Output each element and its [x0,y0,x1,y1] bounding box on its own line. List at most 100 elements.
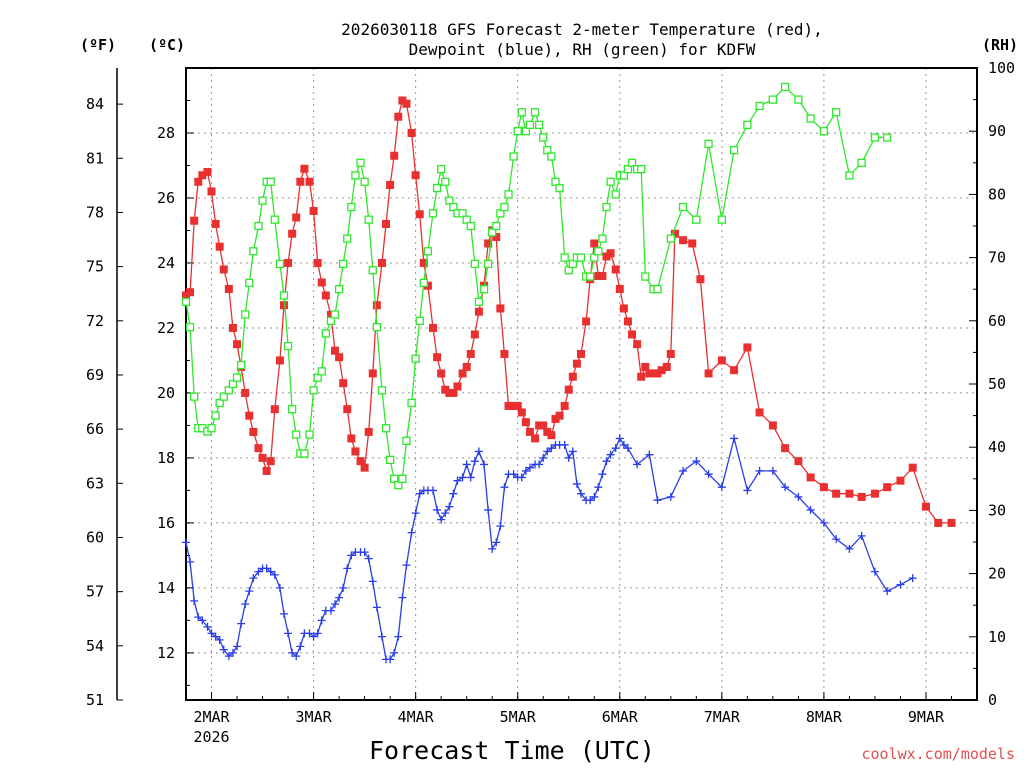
relative-humidity-point [381,424,391,433]
temperature-point [198,171,207,180]
temperature-point [321,291,330,300]
celsius-tick-label: 16 [157,514,175,532]
temperature-point [582,317,591,326]
relative-humidity-point [309,386,318,395]
dewpoint-point [615,434,624,443]
fahrenheit-tick-label: 81 [86,149,104,167]
dewpoint-point [284,629,293,638]
relative-humidity-point [627,158,637,167]
dewpoint-point [500,483,509,492]
dewpoint-point [241,600,250,609]
temperature-point [394,112,403,121]
relative-humidity-point [611,190,620,199]
rh-tick-label: 80 [988,185,1006,203]
relative-humidity-point [641,272,650,281]
dewpoint-point [398,593,407,602]
relative-humidity-point [190,392,199,401]
rh-tick-label: 60 [988,312,1006,330]
temperature-point [428,323,437,332]
dewpoint-point [819,518,828,527]
x-tick-label: 4MAR [398,708,435,726]
dewpoint-point [598,470,607,479]
relative-humidity-point [279,291,289,300]
temperature-point [233,340,242,349]
temperature-point [755,408,764,417]
relative-humidity-point [594,247,603,256]
dewpoint-point [386,655,395,664]
relative-humidity-point [678,202,688,212]
temperature-point [623,317,632,326]
dewpoint-point [343,564,352,573]
temperature-point [364,427,373,436]
dewpoint-point [704,470,713,479]
relative-humidity-point [419,278,428,288]
temperature-point [653,369,662,378]
dewpoint-point [633,460,642,469]
dewpoint-point [245,587,254,596]
temperature-point [806,473,815,482]
relative-humidity-point [211,411,220,420]
dewpoint-point [496,522,505,531]
dewpoint-point [480,460,489,469]
temperature-point [628,330,637,339]
temperature-point [934,518,943,527]
temperature-point [445,388,454,397]
relative-humidity-point [330,310,340,319]
relative-humidity-point [219,392,228,401]
relative-humidity-point [576,253,586,262]
dewpoint-point [535,460,544,469]
dewpoint-point [339,583,348,592]
dewpoint-point [509,470,518,479]
temperature-point [611,265,620,274]
dewpoint-point [492,538,501,547]
temperature-point [531,434,540,443]
dewpoint-point [484,505,493,514]
temperature-point [335,353,344,362]
dewpoint-point [755,466,764,475]
relative-humidity-point [300,449,309,458]
dewpoint-point [717,483,726,492]
dewpoint-point [364,554,373,563]
temperature-point [186,288,195,297]
relative-humidity-point [372,322,382,332]
left-axis-c-label: (ºC) [149,36,185,54]
temperature-point [245,411,254,420]
relative-humidity-point [606,177,615,186]
temperature-point [437,369,446,378]
relative-humidity-series [181,82,892,490]
celsius-tick-label: 20 [157,384,175,402]
dewpoint-point [437,515,446,524]
temperature-point [215,242,224,251]
temperature-point [241,388,250,397]
temperature-point [870,489,879,498]
temperature-point [908,463,917,472]
chart-title-line1: 2026030118 GFS Forecast 2-meter Temperat… [341,20,823,39]
dewpoint-point [309,632,318,641]
dewpoint-point [441,509,450,518]
temperature-point [284,258,293,267]
relative-humidity-point [539,133,548,142]
temperature-point [696,275,705,284]
dewpoint-point [372,603,381,612]
dewpoint-point [402,561,411,570]
temperature-point [730,366,739,375]
credit-link[interactable]: coolwx.com/models [861,745,1015,763]
dewpoint-point [237,619,246,628]
temperature-point [666,349,675,358]
temperature-point [743,343,752,352]
relative-humidity-point [411,354,420,363]
temperature-point [819,483,828,492]
relative-humidity-point [717,215,726,224]
dewpoint-point [470,457,479,466]
relative-humidity-point [283,341,293,351]
dewpoint-point [198,616,207,625]
dewpoint-point [207,629,216,638]
temperature-point [717,356,726,365]
relative-humidity-point [305,430,314,439]
dewpoint-point [433,505,442,514]
dewpoint-point [602,457,611,466]
temperature-point [368,369,377,378]
fahrenheit-tick-label: 54 [86,637,104,655]
relative-humidity-point [794,95,803,104]
